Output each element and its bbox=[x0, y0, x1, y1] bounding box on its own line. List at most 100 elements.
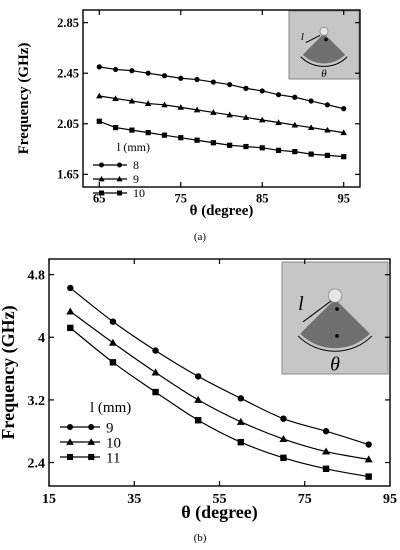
data-point bbox=[237, 395, 245, 402]
x-tick-label: 75 bbox=[298, 492, 312, 507]
series-line bbox=[99, 95, 344, 134]
data-point bbox=[226, 111, 233, 118]
data-point bbox=[67, 324, 74, 332]
data-point bbox=[210, 140, 216, 146]
y-tick-label: 1.65 bbox=[57, 168, 79, 182]
data-point bbox=[210, 109, 217, 115]
data-point bbox=[161, 101, 168, 108]
data-point bbox=[324, 152, 331, 158]
data-point bbox=[210, 79, 216, 85]
data-point bbox=[177, 104, 185, 110]
x-axis-label: θ (degree) bbox=[190, 203, 254, 219]
inset-angle-arc bbox=[297, 335, 373, 352]
legend-label: 9 bbox=[106, 420, 114, 436]
data-point bbox=[364, 455, 373, 463]
data-point bbox=[275, 119, 282, 125]
y-tick-label: 2.45 bbox=[57, 67, 79, 81]
inset-sector bbox=[302, 33, 346, 64]
x-tick-label: 95 bbox=[383, 492, 397, 507]
caption-b: (b) bbox=[194, 532, 207, 544]
series-circle-8 bbox=[96, 64, 347, 112]
y-tick-label: 3.2 bbox=[28, 394, 46, 409]
data-point bbox=[324, 126, 331, 133]
legend-marker bbox=[117, 162, 122, 168]
data-point bbox=[341, 106, 347, 112]
x-axis-label: θ (degree) bbox=[181, 502, 258, 523]
y-tick-label: 4 bbox=[38, 331, 45, 346]
data-point bbox=[109, 359, 117, 366]
data-point bbox=[280, 415, 287, 422]
data-point bbox=[193, 106, 201, 113]
y-tick-label: 4.8 bbox=[28, 269, 46, 284]
data-point bbox=[308, 98, 314, 104]
data-point bbox=[112, 124, 119, 131]
y-tick-label: 2.05 bbox=[57, 117, 79, 131]
legend-marker bbox=[88, 453, 95, 461]
x-tick-label: 55 bbox=[213, 492, 227, 507]
inset-feed-circle bbox=[327, 288, 343, 303]
inset-sector bbox=[300, 298, 370, 349]
data-point bbox=[144, 100, 152, 106]
data-point bbox=[108, 338, 117, 346]
inset-label-l: l bbox=[301, 31, 304, 43]
data-point bbox=[275, 92, 282, 98]
data-point bbox=[109, 318, 117, 325]
y-tick-label: 2.4 bbox=[28, 456, 46, 471]
x-tick-label: 85 bbox=[256, 192, 269, 206]
data-point bbox=[227, 81, 233, 88]
legend-marker bbox=[66, 423, 74, 431]
legend-marker bbox=[117, 190, 122, 196]
legend-marker bbox=[116, 175, 123, 182]
legend-title: l (mm) bbox=[117, 140, 150, 154]
inset-dot bbox=[335, 334, 339, 338]
legend-marker bbox=[99, 162, 104, 168]
inset-label-theta: θ bbox=[330, 354, 340, 376]
data-point bbox=[236, 417, 245, 425]
data-point bbox=[178, 135, 184, 141]
series-line bbox=[69, 287, 369, 446]
data-point bbox=[194, 417, 202, 424]
data-point bbox=[194, 137, 200, 143]
inset-dot bbox=[324, 37, 328, 42]
data-point bbox=[292, 94, 298, 100]
data-point bbox=[341, 154, 347, 160]
data-point bbox=[237, 438, 245, 446]
data-point bbox=[161, 132, 168, 138]
data-point bbox=[178, 75, 184, 81]
x-tick-label: 15 bbox=[42, 492, 56, 507]
caption-a: (a) bbox=[194, 231, 207, 243]
inset-label-l: l bbox=[298, 293, 304, 315]
data-point bbox=[291, 121, 299, 128]
data-point bbox=[152, 347, 159, 354]
legend-marker bbox=[66, 438, 74, 445]
data-point bbox=[340, 129, 347, 136]
x-tick-label: 35 bbox=[127, 492, 141, 507]
series-line bbox=[69, 327, 369, 478]
data-point bbox=[194, 395, 203, 403]
legend-marker bbox=[99, 190, 104, 196]
data-point bbox=[242, 114, 250, 120]
series-line bbox=[99, 120, 344, 158]
data-point bbox=[322, 447, 331, 455]
legend-marker bbox=[66, 453, 74, 461]
data-point bbox=[151, 368, 160, 376]
data-point bbox=[145, 130, 151, 136]
data-point bbox=[292, 149, 298, 155]
data-point bbox=[307, 124, 315, 131]
legend-label: 9 bbox=[133, 172, 139, 186]
legend-label: 10 bbox=[106, 435, 121, 451]
data-point bbox=[161, 73, 168, 79]
series-triangle-10 bbox=[66, 307, 373, 463]
legend-label: 11 bbox=[106, 450, 120, 466]
data-point bbox=[259, 88, 265, 94]
data-point bbox=[243, 143, 249, 150]
data-point bbox=[258, 116, 266, 123]
data-point bbox=[96, 64, 102, 70]
data-point bbox=[275, 147, 282, 153]
data-point bbox=[112, 95, 119, 101]
inset-length-arrow bbox=[305, 34, 321, 44]
